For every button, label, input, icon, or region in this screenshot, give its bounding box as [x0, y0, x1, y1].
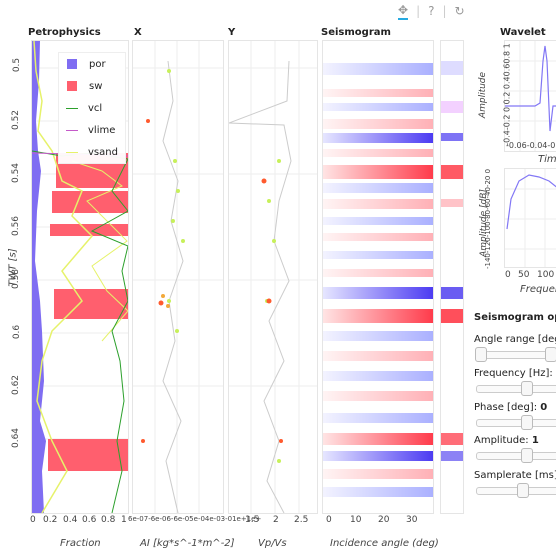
- phase-value: 0: [540, 402, 548, 413]
- angle-range-slider[interactable]: [475, 347, 556, 362]
- frequency-label: Frequency [Hz]:: [474, 368, 553, 379]
- phase-label-row: Phase [deg]: 0: [474, 402, 547, 413]
- frequency-handle[interactable]: [521, 381, 533, 396]
- petrophysics-legend: por sw vcl vlime vsand: [58, 52, 126, 164]
- legend-item-sw: sw: [59, 75, 125, 97]
- plot-toolbar: ✥ | ? | ↻: [398, 2, 465, 20]
- angle-range-min-handle[interactable]: [475, 347, 487, 362]
- wavelet-plot[interactable]: [504, 40, 556, 152]
- wavelet-y-axis-label: Amplitude: [478, 71, 489, 119]
- y-plot-canvas: [228, 41, 317, 514]
- x-plot[interactable]: [132, 40, 224, 514]
- angle-range-max-handle[interactable]: [545, 347, 556, 362]
- spectrum-plot[interactable]: [504, 168, 556, 268]
- wavelet-title: Wavelet: [500, 27, 546, 38]
- amplitude-label-row: Amplitude: 1: [474, 435, 539, 446]
- wavelet-y-ticks: -0.4-0.2 0 0.2 0.40.60.8 1: [502, 43, 512, 146]
- amplitude-slider[interactable]: [476, 448, 556, 463]
- x-panel-x-axis-label: AI [kg*s^-1*m^-2]: [140, 538, 235, 549]
- x-panel-title: X: [134, 27, 142, 38]
- amplitude-value: 1: [531, 435, 539, 446]
- petrophysics-title: Petrophysics: [28, 27, 101, 38]
- angle-range-label: Angle range [deg]:: [474, 334, 556, 345]
- legend-item-vlime: vlime: [59, 119, 125, 141]
- amplitude-handle[interactable]: [521, 448, 533, 463]
- legend-item-vsand: vsand: [59, 141, 125, 163]
- wavelet-x-axis-label: Tim: [538, 154, 556, 165]
- petro-y-axis-label: TWT [s]: [7, 248, 19, 287]
- amplitude-label: Amplitude:: [474, 435, 529, 446]
- y-panel-x-axis-label: Vp/Vs: [258, 538, 287, 549]
- spectrum-y-ticks: -140-120-100-80-60-40-20 0: [484, 168, 493, 270]
- legend-item-vcl: vcl: [59, 97, 125, 119]
- legend-item-por: por: [59, 53, 125, 75]
- frequency-slider[interactable]: [476, 381, 556, 396]
- seismogram-title: Seismogram: [321, 27, 391, 38]
- samplerate-slider[interactable]: [476, 483, 556, 498]
- samplerate-label-row: Samplerate [ms]: 2: [474, 470, 556, 481]
- reset-icon[interactable]: ↻: [454, 4, 465, 18]
- y-plot[interactable]: [228, 40, 318, 514]
- samplerate-handle[interactable]: [517, 483, 529, 498]
- phase-handle[interactable]: [521, 415, 533, 430]
- seismogram-canvas: [323, 63, 433, 497]
- por-area: [32, 41, 46, 513]
- seismogram-options-title: Seismogram optio: [474, 312, 556, 323]
- phase-slider[interactable]: [476, 415, 556, 430]
- vsand-line: [33, 40, 94, 514]
- petro-x-axis-label: Fraction: [60, 538, 101, 549]
- help-icon[interactable]: ?: [428, 4, 435, 18]
- seismogram-x-axis-label: Incidence angle (deg): [330, 538, 439, 549]
- y-panel-title: Y: [228, 27, 236, 38]
- x-panel-x-ticks: 6e-07-6e-06-6e-05e-04e-03-01e+1e+: [128, 515, 262, 523]
- wavelet-x-ticks: -0.06-0.04-0.02 0: [506, 141, 556, 150]
- frequency-label-row: Frequency [Hz]: 55: [474, 368, 556, 379]
- spectrum-x-axis-label: Frequen: [520, 284, 556, 295]
- samplerate-label: Samplerate [ms]:: [474, 470, 556, 481]
- x-plot-canvas: [133, 41, 223, 514]
- seismogram-plot[interactable]: [322, 40, 434, 514]
- pan-tool-icon[interactable]: ✥: [398, 3, 409, 20]
- toolbar-divider: |: [416, 4, 421, 18]
- toolbar-divider: |: [442, 4, 447, 18]
- trace-strip-plot[interactable]: [440, 40, 464, 514]
- phase-label: Phase [deg]:: [474, 402, 538, 413]
